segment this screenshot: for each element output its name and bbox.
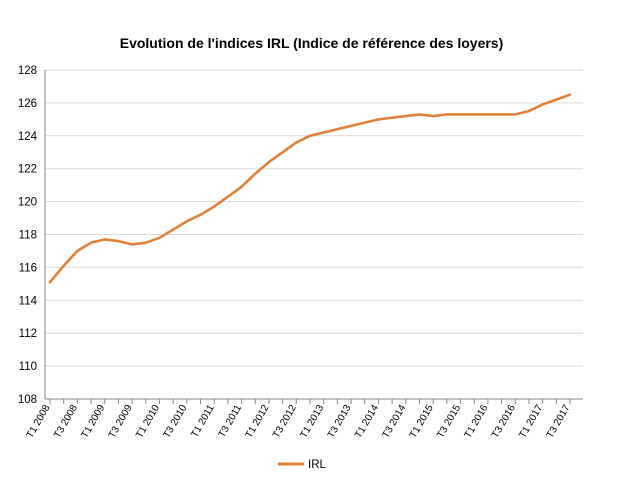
legend: IRL xyxy=(278,459,327,471)
legend-label-irl: IRL xyxy=(308,459,327,471)
x-tick-label: T3 2011 xyxy=(217,403,245,440)
x-tick-label: T3 2008 xyxy=(52,403,80,441)
x-tick-label: T1 2009 xyxy=(79,403,107,441)
y-tick-label: 114 xyxy=(19,295,38,307)
x-tick-label: T3 2017 xyxy=(545,403,573,441)
y-tick-label: 126 xyxy=(18,98,37,110)
y-tick-label: 124 xyxy=(18,131,38,143)
x-tick-label: T1 2010 xyxy=(134,403,162,441)
x-tick-label: T1 2016 xyxy=(463,403,491,441)
x-tick-label: T3 2013 xyxy=(326,403,354,441)
y-tick-label: 116 xyxy=(19,262,37,274)
x-tick-label: T3 2016 xyxy=(490,403,518,441)
x-tick-label: T1 2012 xyxy=(244,403,272,441)
series-line-irl xyxy=(48,93,572,284)
x-tick-label: T1 2014 xyxy=(353,403,381,441)
x-tick-label: T3 2010 xyxy=(162,403,190,441)
x-tick-label: T1 2011 xyxy=(189,403,217,440)
x-tick-label: T1 2013 xyxy=(298,403,326,441)
y-tick-label: 108 xyxy=(18,394,37,406)
y-tick-label: 128 xyxy=(18,65,37,77)
x-axis-ticks: T1 2008 T3 2008 T1 2009 T3 2009 T1 2010 T3 20… xyxy=(25,399,573,440)
x-tick-label: T3 2009 xyxy=(107,403,135,441)
x-tick-label: T1 2017 xyxy=(517,403,545,441)
chart-title: Evolution de l'indices IRL (Indice de ré… xyxy=(119,35,504,51)
gridlines xyxy=(45,69,583,367)
y-tick-label: 112 xyxy=(19,328,37,340)
y-tick-label: 122 xyxy=(18,164,37,176)
series-group xyxy=(48,93,572,284)
x-tick-label: T1 2015 xyxy=(408,403,436,441)
axes xyxy=(44,70,583,400)
x-tick-label: T1 2008 xyxy=(25,403,53,441)
x-tick-label: T3 2014 xyxy=(381,403,409,441)
y-tick-label: 118 xyxy=(19,230,37,242)
y-axis-ticks: 108 110 112 114 116 118 120 122 124 126 128 xyxy=(18,65,38,406)
y-tick-label: 110 xyxy=(19,361,37,373)
x-tick-label: T3 2012 xyxy=(271,403,299,441)
x-tick-label: T3 2015 xyxy=(435,403,463,441)
y-tick-label: 120 xyxy=(18,197,37,209)
